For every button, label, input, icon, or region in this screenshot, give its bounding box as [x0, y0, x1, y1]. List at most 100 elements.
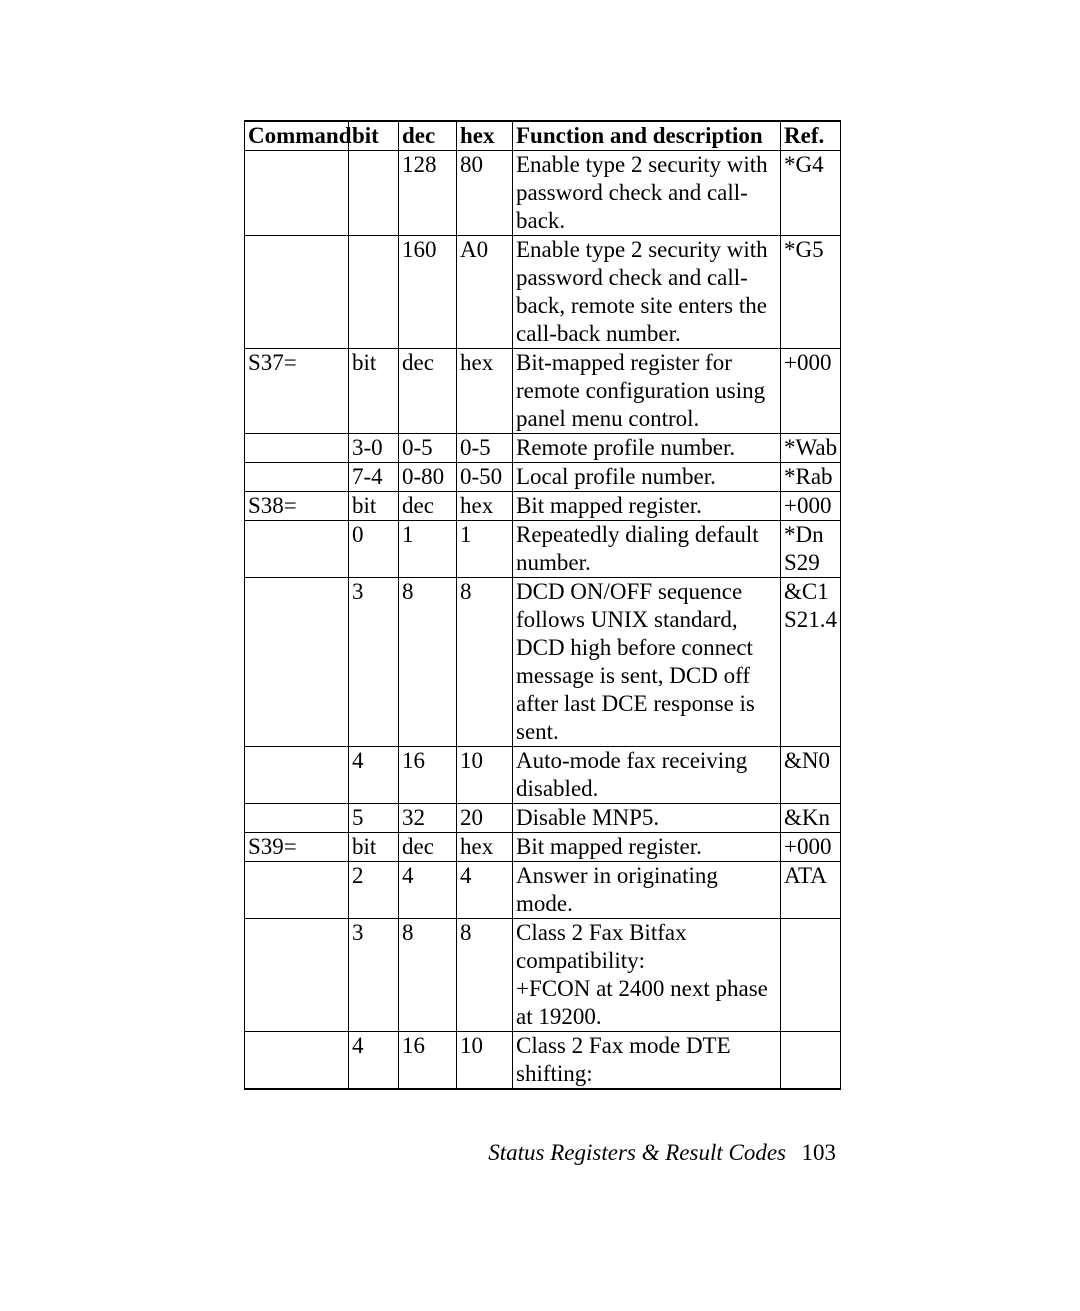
document-page: Command bit dec hex Function and descrip…: [0, 0, 1080, 1311]
cell-hex: 80: [457, 151, 513, 236]
col-header-command: Command: [245, 121, 349, 151]
col-header-func: Function and description: [513, 121, 781, 151]
cell-hex: 8: [457, 919, 513, 1032]
cell-cmd: [245, 804, 349, 833]
cell-cmd: [245, 151, 349, 236]
table-row: 12880Enable type 2 security with passwor…: [245, 151, 841, 236]
cell-hex: 10: [457, 1032, 513, 1090]
cell-ref: [781, 1032, 841, 1090]
cell-dec: 0-5: [399, 434, 457, 463]
cell-dec: dec: [399, 492, 457, 521]
cell-func: Bit-mapped register for remote configura…: [513, 349, 781, 434]
cell-dec: 8: [399, 919, 457, 1032]
cell-cmd: [245, 1032, 349, 1090]
cell-bit: 4: [349, 747, 399, 804]
cell-ref: *G4: [781, 151, 841, 236]
table-row: S37=bitdechexBit-mapped register for rem…: [245, 349, 841, 434]
cell-func: Local profile number.: [513, 463, 781, 492]
cell-ref: +000: [781, 349, 841, 434]
cell-hex: 8: [457, 578, 513, 747]
footer-page-number: 103: [802, 1140, 837, 1165]
cell-func: Bit mapped register.: [513, 833, 781, 862]
cell-ref: &Kn: [781, 804, 841, 833]
table-row: 53220Disable MNP5.&Kn: [245, 804, 841, 833]
cell-cmd: S37=: [245, 349, 349, 434]
cell-dec: 128: [399, 151, 457, 236]
col-header-bit: bit: [349, 121, 399, 151]
table-row: 7-40-800-50Local profile number.*Rab: [245, 463, 841, 492]
table-row: S38=bitdechexBit mapped register.+000: [245, 492, 841, 521]
cell-func: Class 2 Fax mode DTE shifting:: [513, 1032, 781, 1090]
col-header-dec: dec: [399, 121, 457, 151]
cell-bit: 5: [349, 804, 399, 833]
table-row: 3-00-50-5Remote profile number.*Wab: [245, 434, 841, 463]
cell-bit: 3: [349, 919, 399, 1032]
table-row: 41610Class 2 Fax mode DTE shifting:: [245, 1032, 841, 1090]
cell-hex: hex: [457, 349, 513, 434]
cell-bit: 0: [349, 521, 399, 578]
cell-bit: 3-0: [349, 434, 399, 463]
cell-func: Answer in originating mode.: [513, 862, 781, 919]
table-row: 244Answer in originating mode.ATA: [245, 862, 841, 919]
cell-dec: 1: [399, 521, 457, 578]
cell-cmd: [245, 236, 349, 349]
cell-dec: 16: [399, 747, 457, 804]
cell-ref: *Wab: [781, 434, 841, 463]
cell-func: Remote profile number.: [513, 434, 781, 463]
table-row: 388Class 2 Fax Bitfax compatibility:+FCO…: [245, 919, 841, 1032]
cell-cmd: [245, 862, 349, 919]
cell-cmd: S39=: [245, 833, 349, 862]
cell-dec: 160: [399, 236, 457, 349]
cell-ref: [781, 919, 841, 1032]
cell-bit: bit: [349, 833, 399, 862]
cell-func: Enable type 2 security with password che…: [513, 151, 781, 236]
cell-bit: bit: [349, 492, 399, 521]
cell-cmd: [245, 919, 349, 1032]
col-header-hex: hex: [457, 121, 513, 151]
cell-dec: 16: [399, 1032, 457, 1090]
cell-ref: &C1S21.4: [781, 578, 841, 747]
cell-dec: 4: [399, 862, 457, 919]
cell-ref: *Rab: [781, 463, 841, 492]
cell-bit: [349, 236, 399, 349]
table-row: 41610Auto-mode fax receiving disabled.&N…: [245, 747, 841, 804]
col-header-ref: Ref.: [781, 121, 841, 151]
cell-hex: 4: [457, 862, 513, 919]
cell-dec: 8: [399, 578, 457, 747]
cell-hex: 20: [457, 804, 513, 833]
cell-ref: &N0: [781, 747, 841, 804]
cell-dec: 32: [399, 804, 457, 833]
cell-hex: 0-50: [457, 463, 513, 492]
cell-func: Enable type 2 security with password che…: [513, 236, 781, 349]
cell-bit: 7-4: [349, 463, 399, 492]
cell-hex: hex: [457, 492, 513, 521]
cell-ref: ATA: [781, 862, 841, 919]
cell-cmd: [245, 463, 349, 492]
table-header-row: Command bit dec hex Function and descrip…: [245, 121, 841, 151]
cell-cmd: [245, 578, 349, 747]
register-table: Command bit dec hex Function and descrip…: [244, 120, 841, 1090]
cell-bit: [349, 151, 399, 236]
cell-bit: 2: [349, 862, 399, 919]
cell-ref: +000: [781, 492, 841, 521]
cell-hex: 0-5: [457, 434, 513, 463]
cell-bit: 3: [349, 578, 399, 747]
cell-dec: dec: [399, 833, 457, 862]
cell-func: Bit mapped register.: [513, 492, 781, 521]
cell-ref: *G5: [781, 236, 841, 349]
cell-func: DCD ON/OFF sequence follows UNIX standar…: [513, 578, 781, 747]
table-row: 388DCD ON/OFF sequence follows UNIX stan…: [245, 578, 841, 747]
cell-cmd: [245, 747, 349, 804]
cell-cmd: S38=: [245, 492, 349, 521]
cell-hex: A0: [457, 236, 513, 349]
cell-hex: 10: [457, 747, 513, 804]
cell-dec: dec: [399, 349, 457, 434]
cell-func: Class 2 Fax Bitfax compatibility:+FCON a…: [513, 919, 781, 1032]
cell-cmd: [245, 521, 349, 578]
cell-ref: +000: [781, 833, 841, 862]
cell-dec: 0-80: [399, 463, 457, 492]
page-footer: Status Registers & Result Codes 103: [488, 1140, 836, 1166]
cell-hex: hex: [457, 833, 513, 862]
cell-hex: 1: [457, 521, 513, 578]
table-row: 160A0Enable type 2 security with passwor…: [245, 236, 841, 349]
